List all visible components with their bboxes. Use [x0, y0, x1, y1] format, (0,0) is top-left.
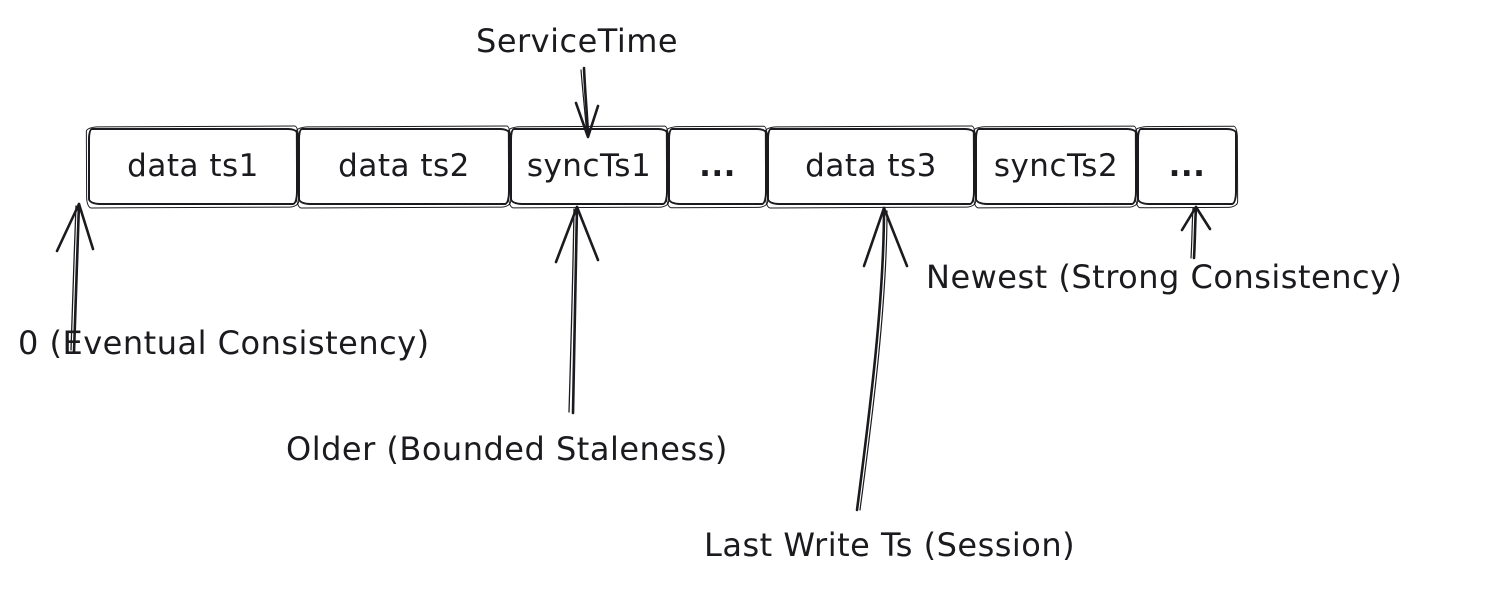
- session-label: Last Write Ts (Session): [704, 526, 1076, 564]
- segment-box-syncts2: syncTs2: [975, 128, 1137, 205]
- segment-box-data-ts2: data ts2: [298, 128, 510, 205]
- session-arrow: [855, 206, 909, 512]
- bounded-staleness-label: Older (Bounded Staleness): [286, 430, 728, 468]
- service-time-arrow: [574, 66, 600, 139]
- segment-box-data-ts1: data ts1: [88, 128, 298, 205]
- segment-box-ellipsis-1: ...: [668, 128, 767, 205]
- ellipsis-label: ...: [1168, 147, 1206, 184]
- eventual-consistency-label: 0 (Eventual Consistency): [18, 324, 430, 362]
- strong-consistency-label: Newest (Strong Consistency): [926, 258, 1403, 296]
- segment-box-ellipsis-2: ...: [1137, 128, 1237, 205]
- segment-label: data ts1: [127, 147, 259, 184]
- strong-consistency-arrow: [1180, 205, 1212, 260]
- segment-label: data ts2: [338, 147, 470, 184]
- bounded-staleness-arrow: [554, 205, 600, 415]
- segment-box-data-ts3: data ts3: [767, 128, 975, 205]
- segment-box-syncts1: syncTs1: [510, 128, 668, 205]
- ellipsis-label: ...: [699, 147, 736, 184]
- service-time-label: ServiceTime: [476, 22, 679, 60]
- segment-label: syncTs2: [993, 147, 1119, 184]
- segment-label: data ts3: [805, 147, 937, 184]
- eventual-arrow: [55, 202, 95, 354]
- segment-label: syncTs1: [526, 147, 652, 184]
